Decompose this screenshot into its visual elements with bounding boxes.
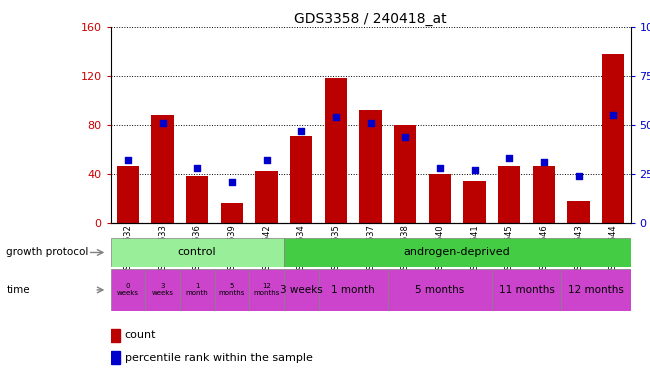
Bar bbox=[145, 269, 180, 311]
Bar bbox=[151, 115, 174, 223]
Point bbox=[157, 120, 168, 126]
Bar bbox=[359, 110, 382, 223]
Bar bbox=[388, 269, 492, 311]
Text: 1
month: 1 month bbox=[186, 283, 209, 296]
Point bbox=[435, 165, 445, 171]
Bar bbox=[111, 329, 120, 342]
Text: time: time bbox=[6, 285, 30, 295]
Point bbox=[539, 159, 549, 165]
Point bbox=[469, 167, 480, 173]
Bar bbox=[284, 238, 630, 267]
Point bbox=[123, 157, 133, 163]
Point bbox=[296, 127, 306, 134]
Bar bbox=[249, 269, 284, 311]
Point bbox=[227, 179, 237, 185]
Text: 3
weeks: 3 weeks bbox=[151, 283, 174, 296]
Point bbox=[573, 173, 584, 179]
Point bbox=[608, 112, 618, 118]
Bar bbox=[394, 125, 417, 223]
Text: 1 month: 1 month bbox=[332, 285, 375, 295]
Bar bbox=[428, 174, 451, 223]
Bar bbox=[111, 351, 120, 364]
Bar bbox=[180, 269, 214, 311]
Bar bbox=[532, 166, 555, 223]
Point bbox=[331, 114, 341, 120]
Bar bbox=[498, 166, 521, 223]
Bar bbox=[324, 78, 347, 223]
Title: GDS3358 / 240418_at: GDS3358 / 240418_at bbox=[294, 12, 447, 26]
Text: 0
weeks: 0 weeks bbox=[117, 283, 139, 296]
Text: 11 months: 11 months bbox=[499, 285, 554, 295]
Text: control: control bbox=[178, 247, 216, 258]
Text: 5
months: 5 months bbox=[218, 283, 245, 296]
Point bbox=[261, 157, 272, 163]
Bar bbox=[111, 269, 145, 311]
Bar bbox=[567, 201, 590, 223]
Point bbox=[400, 134, 410, 140]
Bar bbox=[214, 269, 249, 311]
Text: 3 weeks: 3 weeks bbox=[280, 285, 322, 295]
Bar bbox=[284, 269, 318, 311]
Bar bbox=[492, 269, 561, 311]
Bar bbox=[290, 136, 313, 223]
Point bbox=[365, 120, 376, 126]
Text: percentile rank within the sample: percentile rank within the sample bbox=[125, 353, 313, 362]
Text: growth protocol: growth protocol bbox=[6, 247, 89, 258]
Bar bbox=[186, 176, 209, 223]
Text: 5 months: 5 months bbox=[415, 285, 465, 295]
Bar bbox=[561, 269, 630, 311]
Bar bbox=[116, 166, 139, 223]
Bar bbox=[318, 269, 388, 311]
Bar bbox=[111, 238, 284, 267]
Bar bbox=[220, 203, 243, 223]
Bar bbox=[602, 54, 625, 223]
Bar bbox=[255, 171, 278, 223]
Text: androgen-deprived: androgen-deprived bbox=[404, 247, 510, 258]
Point bbox=[192, 165, 202, 171]
Bar bbox=[463, 181, 486, 223]
Text: 12
months: 12 months bbox=[254, 283, 280, 296]
Text: count: count bbox=[125, 331, 156, 341]
Point bbox=[504, 155, 514, 161]
Text: 12 months: 12 months bbox=[568, 285, 624, 295]
